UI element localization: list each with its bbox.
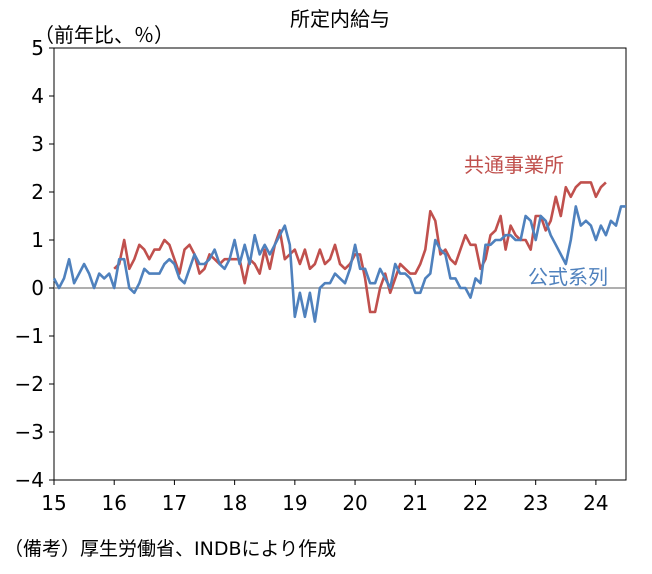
y-tick-label: −1 <box>15 324 44 348</box>
y-tick-label: 4 <box>31 84 44 108</box>
y-axis: 5 4 3 2 1 0 −1 −2 −3 −4 <box>15 36 54 492</box>
y-tick-label: −3 <box>15 420 44 444</box>
x-tick-label: 17 <box>162 491 187 515</box>
y-tick-label: −4 <box>15 468 44 492</box>
x-tick-label: 18 <box>222 491 247 515</box>
x-tick-label: 21 <box>403 491 428 515</box>
x-tick-label: 24 <box>583 491 608 515</box>
x-tick-label: 19 <box>282 491 307 515</box>
y-axis-unit-label: （前年比、％） <box>34 23 174 47</box>
y-tick-label: 1 <box>31 228 44 252</box>
chart-title: 所定内給与 <box>290 7 390 31</box>
series-label-official: 公式系列 <box>528 265 608 289</box>
x-tick-label: 22 <box>463 491 488 515</box>
series-line-official <box>52 205 626 323</box>
y-tick-label: 0 <box>31 276 44 300</box>
y-tick-label: 2 <box>31 180 44 204</box>
source-note: （備考）厚生労働省、INDBにより作成 <box>4 538 337 560</box>
x-tick-label: 15 <box>41 491 66 515</box>
x-axis: 15 16 17 18 19 20 21 22 23 24 <box>41 480 609 515</box>
x-tick-label: 23 <box>523 491 548 515</box>
series-lines <box>52 181 626 323</box>
x-tick-label: 20 <box>342 491 367 515</box>
y-tick-label: 3 <box>31 132 44 156</box>
y-tick-label: 5 <box>31 36 44 60</box>
plot-area <box>53 47 627 481</box>
series-line-common-establishments <box>113 181 607 314</box>
y-tick-label: −2 <box>15 372 44 396</box>
series-label-common-establishments: 共通事業所 <box>464 153 564 177</box>
x-tick-label: 16 <box>101 491 126 515</box>
